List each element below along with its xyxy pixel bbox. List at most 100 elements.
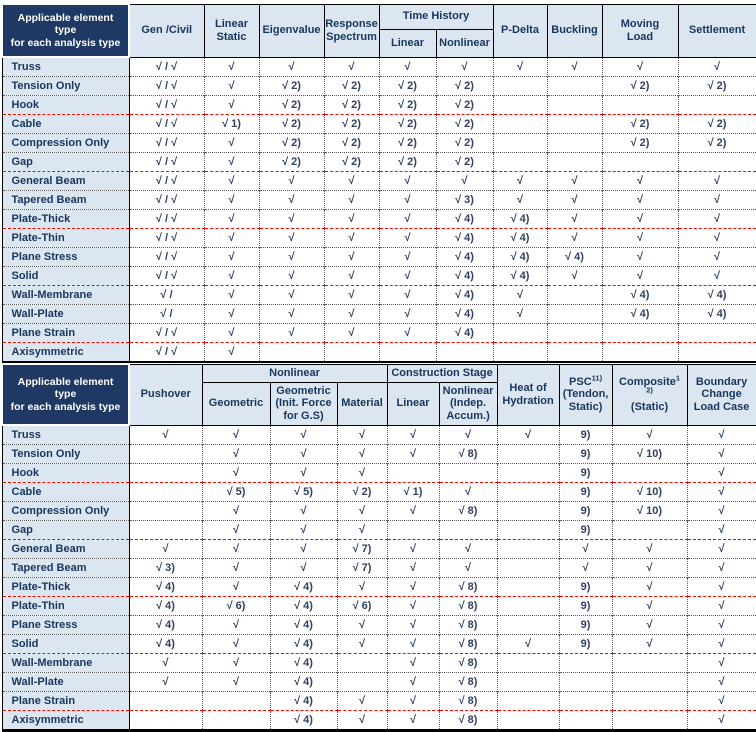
table-cell [601, 95, 678, 115]
table-cell: √ [611, 425, 688, 445]
table-cell: √ [601, 57, 678, 77]
table-cell: √ [323, 190, 379, 210]
table-cell [558, 691, 613, 711]
table-cell [546, 304, 602, 324]
row-label: General Beam [2, 539, 130, 559]
table-cell: √ [611, 634, 688, 654]
column-header: P-Delta [492, 3, 548, 58]
table-cell: √ [601, 266, 678, 286]
table-cell: √ [378, 209, 436, 229]
header-text: Composite [619, 375, 676, 388]
table-row: Wall-Membrane √ / √ √ √ √ √ 4) √ √ 4) √ 4) [2, 285, 756, 305]
table-cell [201, 691, 270, 711]
table-cell: √ [128, 539, 202, 559]
header-text: (Tendon, [562, 388, 609, 401]
table-cell [128, 520, 202, 540]
table-cell: √ 8) [438, 691, 498, 711]
table-cell: √ [201, 558, 270, 578]
table-cell [677, 342, 756, 362]
table-cell: √ [269, 463, 337, 483]
table-cell: √ [201, 425, 270, 445]
table-cell: √ 2) [435, 76, 493, 96]
sub-column-header: Geometric (Init. Force for G.S) [269, 381, 338, 426]
table-cell: √ [378, 247, 436, 267]
table-cell [496, 482, 560, 502]
table-row: Wall-Plate √ √ √ 4) √ √ 8) √ [2, 672, 756, 692]
header-text: PSC [569, 375, 592, 388]
table-cell [677, 95, 756, 115]
table-cell: √ [201, 672, 270, 692]
table-cell [128, 444, 202, 464]
table-cell: √ [323, 228, 379, 248]
table-row: Axisymmetric √ / √ √ [2, 342, 756, 362]
table-cell: √ 2) [258, 114, 324, 134]
table-cell: √ 8) [438, 672, 498, 692]
table-cell: √ [269, 425, 337, 445]
table-cell: √ 2) [378, 133, 436, 153]
table-cell: √ [203, 228, 259, 248]
table-cell [496, 691, 560, 711]
row-label: Plate-Thin [2, 228, 130, 248]
column-header: Construction Stage [386, 363, 498, 383]
table-cell: √ [686, 444, 756, 464]
table-cell: √ [558, 558, 613, 578]
table-cell: √ [201, 615, 270, 635]
table-cell: √ 4) [128, 634, 202, 654]
table-cell: √ [203, 95, 259, 115]
table-cell [601, 152, 678, 172]
column-header: Eigenvalue [258, 3, 325, 58]
top-header: Applicable element type for each analysi… [1, 3, 756, 58]
table-cell: √ [496, 425, 560, 445]
table-cell [378, 342, 436, 362]
row-label: Truss [2, 425, 130, 445]
table-cell: √ [258, 209, 324, 229]
table-row: Truss √ √ √ √ √ √ √ 9) √ √ [2, 425, 756, 445]
table-cell: √ [558, 539, 613, 559]
table-cell: √ 4) [269, 596, 337, 616]
table-cell: √ 4) [435, 266, 493, 286]
table-cell [128, 691, 202, 711]
table-row: Hook √ √ √ 9) √ [2, 463, 756, 483]
table-cell: √ [611, 558, 688, 578]
table-cell: √ [336, 463, 388, 483]
table-cell: √ [269, 520, 337, 540]
table-cell: √ [492, 171, 547, 191]
table-cell: √ 8) [438, 634, 498, 654]
table-cell: √ 4) [128, 577, 202, 597]
table-row: Tension Only √ / √ √ √ 2) √ 2) √ 2) √ 2) √ 2) √ … [2, 76, 756, 96]
table-row: General Beam √ √ √ √ 7) √ √ √ √ √ [2, 539, 756, 559]
table-row: Tapered Beam √ / √ √ √ √ √ √ 3) √ √ √ √ [2, 190, 756, 210]
table-cell: √ [201, 444, 270, 464]
table-cell: √ [258, 266, 324, 286]
table-cell: √ 4) [269, 577, 337, 597]
table-cell: √ 4) [435, 304, 493, 324]
table-cell [438, 520, 498, 540]
table-cell: √ 4) [269, 653, 337, 673]
table-cell: √ [611, 539, 688, 559]
table-cell: √ [686, 615, 756, 635]
table-cell: √ 4) [435, 209, 493, 229]
table-cell: √ [323, 209, 379, 229]
table-cell: √ [686, 482, 756, 502]
table-cell: √ [378, 57, 436, 77]
table-cell: √ 10) [611, 501, 688, 521]
table-cell: √ [601, 228, 678, 248]
table-cell: √ [601, 247, 678, 267]
row-label: Plane Stress [2, 247, 130, 267]
table-cell [435, 342, 493, 362]
table-cell: √ 2) [435, 114, 493, 134]
table-cell: √ 4) [601, 304, 678, 324]
row-label: Solid [2, 266, 130, 286]
table-cell: √ 2) [258, 133, 324, 153]
table-cell: √ [201, 577, 270, 597]
corner-header: Applicable element type for each analysi… [1, 363, 130, 426]
table-cell [677, 152, 756, 172]
table-row: Plate-Thin √ 4) √ 6) √ 4) √ 6) √ √ 8) 9) √ √ [2, 596, 756, 616]
table-cell: √ [323, 304, 379, 324]
row-label: Plane Strain [2, 323, 130, 343]
table-cell: √ [323, 323, 379, 343]
table-cell: √ [336, 691, 388, 711]
table-row: Plane Strain √ 4) √ √ √ 8) √ [2, 691, 756, 711]
table-cell: √ [677, 57, 756, 77]
table-cell: √ 4) [269, 634, 337, 654]
